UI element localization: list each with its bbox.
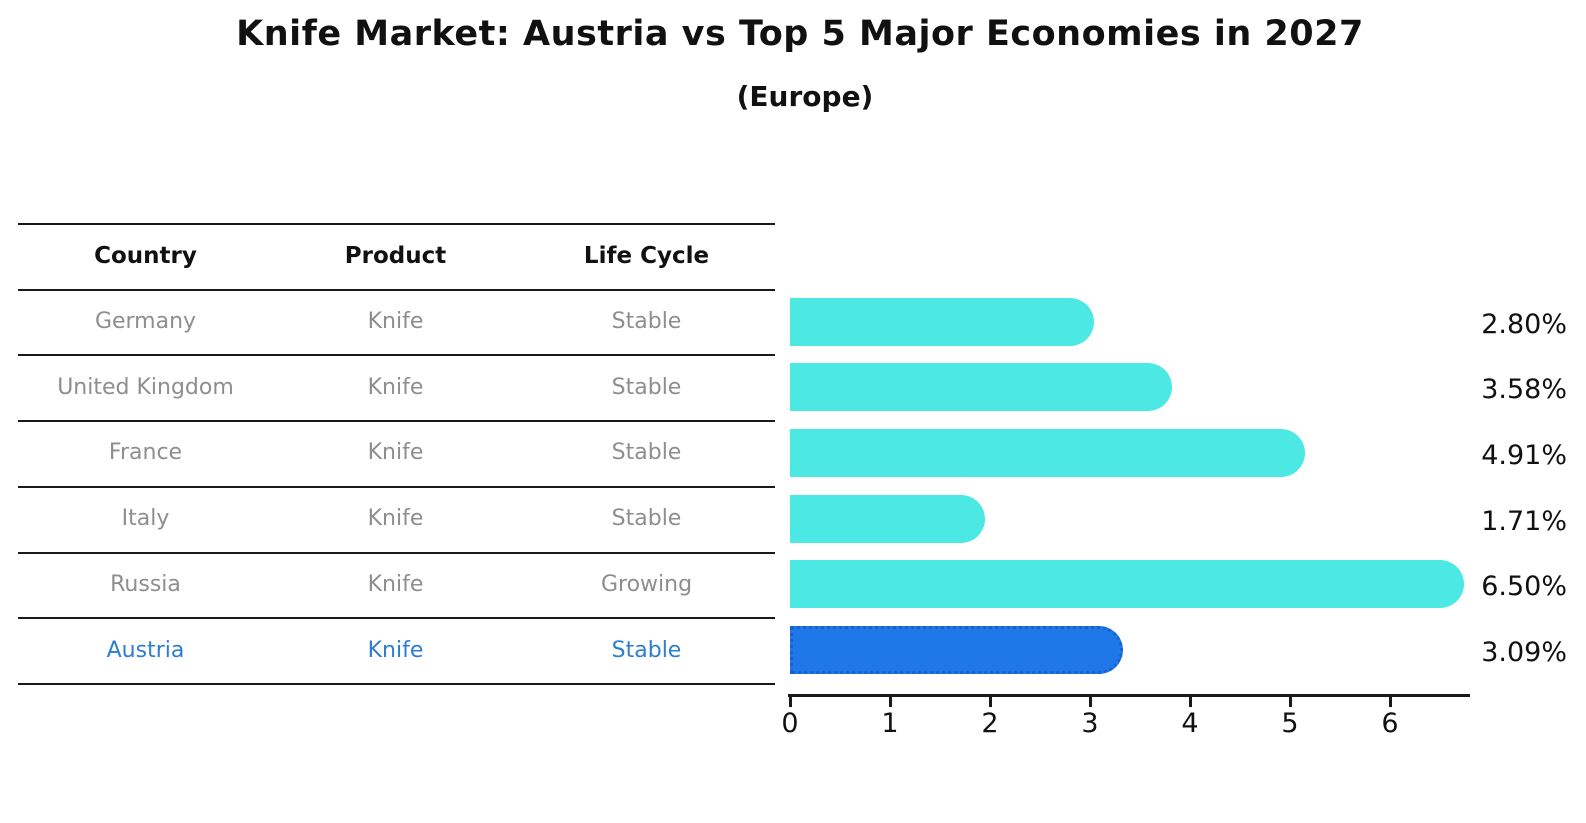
table-separator [18,223,775,225]
x-tick-label: 0 [781,708,799,739]
value-label-united-kingdom: 3.58% [1481,374,1567,406]
table-separator [18,551,775,554]
value-label-italy: 1.71% [1481,505,1567,537]
bar-russia [790,560,1464,609]
table-cell-country: Austria [106,637,185,663]
table-cell-product: Knife [367,309,424,335]
table-cell-product: Knife [367,440,424,466]
x-tick [1289,697,1292,707]
table-separator [18,288,775,291]
table-header-row: Country Product Life Cycle [18,223,775,289]
chart-subtitle: (Europe) [736,80,874,113]
table-separator [18,354,775,357]
bar-italy [790,494,985,543]
table-row-russia: Russia Knife Growing [18,552,775,618]
table-cell-country: United Kingdom [57,374,234,400]
bar-france [790,429,1305,477]
table-cell-life-cycle: Stable [611,440,682,466]
table-separator [18,617,775,620]
table-header-life-cycle: Life Cycle [583,243,710,269]
table-cell-country: France [108,440,183,466]
x-tick-label: 4 [1181,708,1199,739]
table-row-germany: Germany Knife Stable [18,289,775,355]
table-cell-product: Knife [367,374,424,400]
x-tick-label: 2 [981,708,999,739]
bar-austria [790,626,1123,675]
bar-germany [790,297,1094,346]
x-tick-label: 3 [1081,708,1099,739]
table-row-austria: Austria Knife Stable [18,617,775,683]
table-cell-product: Knife [367,637,424,663]
table-cell-product: Knife [367,571,424,597]
table-cell-country: Russia [110,571,181,597]
table-separator [18,420,775,423]
bar-united-kingdom [790,363,1172,412]
value-label-germany: 2.80% [1481,308,1567,340]
x-axis-line [788,694,1470,697]
x-tick [1189,697,1192,707]
x-tick-label: 1 [881,708,899,739]
table-cell-life-cycle: Growing [600,571,693,597]
table-row-italy: Italy Knife Stable [18,486,775,552]
table-cell-life-cycle: Stable [611,309,682,335]
x-tick [989,697,992,707]
table-separator [18,485,775,488]
table-cell-life-cycle: Stable [611,506,682,532]
value-label-france: 4.91% [1481,440,1567,471]
table-separator [18,683,775,685]
table-row-united-kingdom: United Kingdom Knife Stable [18,354,775,420]
x-tick [889,697,892,707]
table-cell-life-cycle: Stable [611,637,682,663]
x-tick [1389,697,1392,707]
table-cell-country: Germany [94,309,197,335]
value-label-russia: 6.50% [1481,571,1567,603]
table-cell-life-cycle: Stable [611,374,682,400]
table-row-france: France Knife Stable [18,420,775,486]
chart-title: Knife Market: Austria vs Top 5 Major Eco… [236,14,1364,54]
table-cell-country: Italy [121,506,170,532]
x-tick-label: 5 [1281,708,1299,739]
x-tick [789,697,792,707]
table-cell-product: Knife [367,506,424,532]
x-tick [1089,697,1092,707]
table-header-product: Product [344,243,447,269]
table-header-country: Country [94,243,197,269]
x-tick-label: 6 [1381,708,1399,739]
value-label-austria: 3.09% [1481,637,1567,669]
